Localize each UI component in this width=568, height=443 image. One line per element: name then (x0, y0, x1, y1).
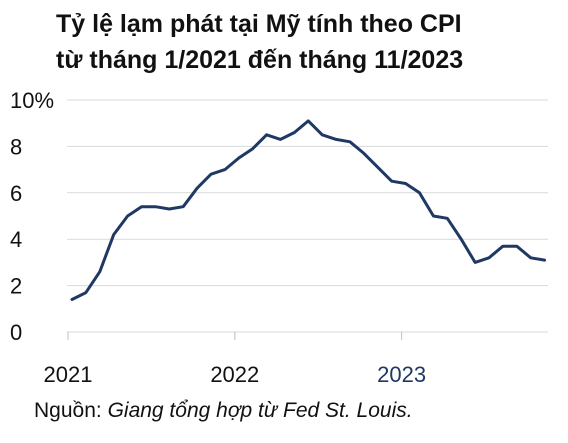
source-label: Nguồn: (34, 399, 108, 422)
y-axis-ticks: 0 2 4 6 8 10% (10, 88, 54, 345)
x-tick-label: 2021 (44, 362, 93, 387)
series-layer (70, 119, 547, 301)
x-tick-label: 2023 (377, 362, 426, 387)
source-text: Giang tổng hợp từ Fed St. Louis. (107, 399, 413, 422)
source-note: Nguồn: Giang tổng hợp từ Fed St. Louis. (34, 399, 413, 423)
y-tick-label: 10% (10, 88, 54, 113)
y-tick-label: 0 (10, 320, 22, 345)
x-tick-label: 2022 (210, 362, 259, 387)
chart-title-line-1: Tỷ lệ lạm phát tại Mỹ tính theo CPI (56, 10, 462, 38)
y-tick-label: 4 (10, 227, 22, 252)
x-axis: 2021 2022 2023 (44, 331, 548, 387)
chart-title: Tỷ lệ lạm phát tại Mỹ tính theo CPI từ t… (56, 6, 556, 78)
y-tick-label: 2 (10, 274, 22, 299)
y-tick-label: 6 (10, 181, 22, 206)
y-tick-label: 8 (10, 134, 22, 159)
series-line (70, 119, 547, 301)
gridlines (67, 99, 548, 287)
chart-title-line-2: từ tháng 1/2021 đến tháng 11/2023 (56, 46, 464, 74)
